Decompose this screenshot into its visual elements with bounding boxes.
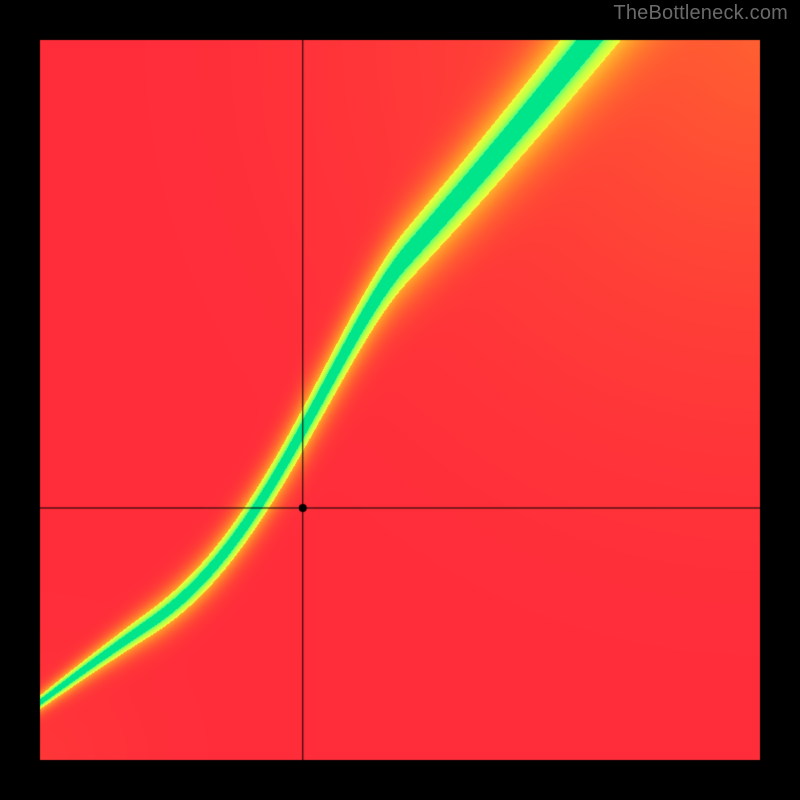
bottleneck-heatmap: [0, 0, 800, 800]
watermark-text: TheBottleneck.com: [613, 2, 788, 25]
chart-container: TheBottleneck.com: [0, 0, 800, 800]
